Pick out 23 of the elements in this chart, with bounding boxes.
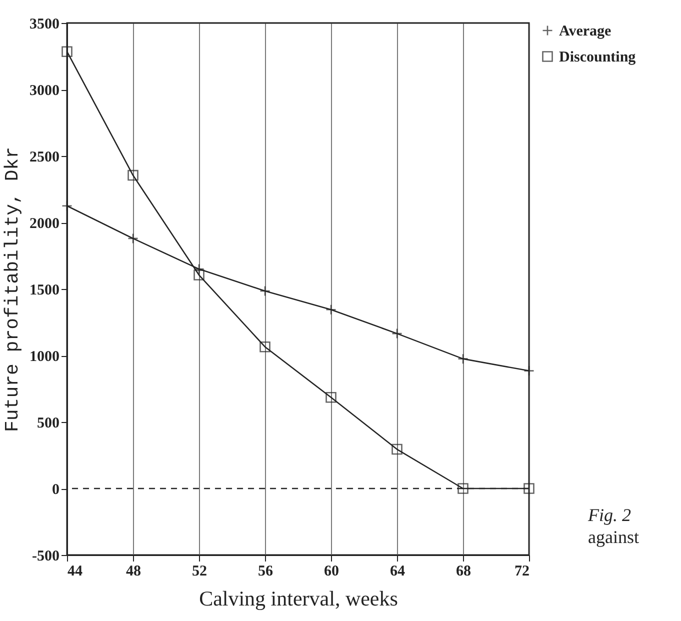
x-tick-label: 68 (456, 564, 471, 580)
y-tick-label: 3000 (30, 83, 60, 99)
x-tick-label: 56 (258, 564, 274, 580)
text: against (588, 526, 639, 548)
x-tick-label: 64 (390, 564, 406, 580)
legend-label: Discounting (559, 50, 636, 66)
x-tick-label: 52 (192, 564, 207, 580)
x-tick-label: 48 (126, 564, 141, 580)
caption: Fig. 2 (588, 504, 632, 526)
y-tick-label: 1000 (30, 349, 60, 365)
legend-label: Average (559, 24, 612, 40)
y-tick-label: -500 (32, 548, 60, 564)
x-tick-label: 60 (324, 564, 339, 580)
x-axis-title: Calving interval, weeks (199, 586, 398, 610)
y-tick-label: 2500 (30, 150, 60, 166)
y-tick-label: 3500 (30, 16, 60, 32)
y-tick-label: 0 (52, 482, 60, 498)
y-axis-title: Future profitability, Dkr (2, 146, 24, 432)
y-tick-label: 1500 (30, 282, 60, 298)
y-tick-label: 2000 (30, 216, 60, 232)
y-tick-label: 500 (37, 416, 60, 432)
x-tick-label: 44 (68, 564, 83, 580)
x-tick-label: 72 (514, 564, 530, 580)
